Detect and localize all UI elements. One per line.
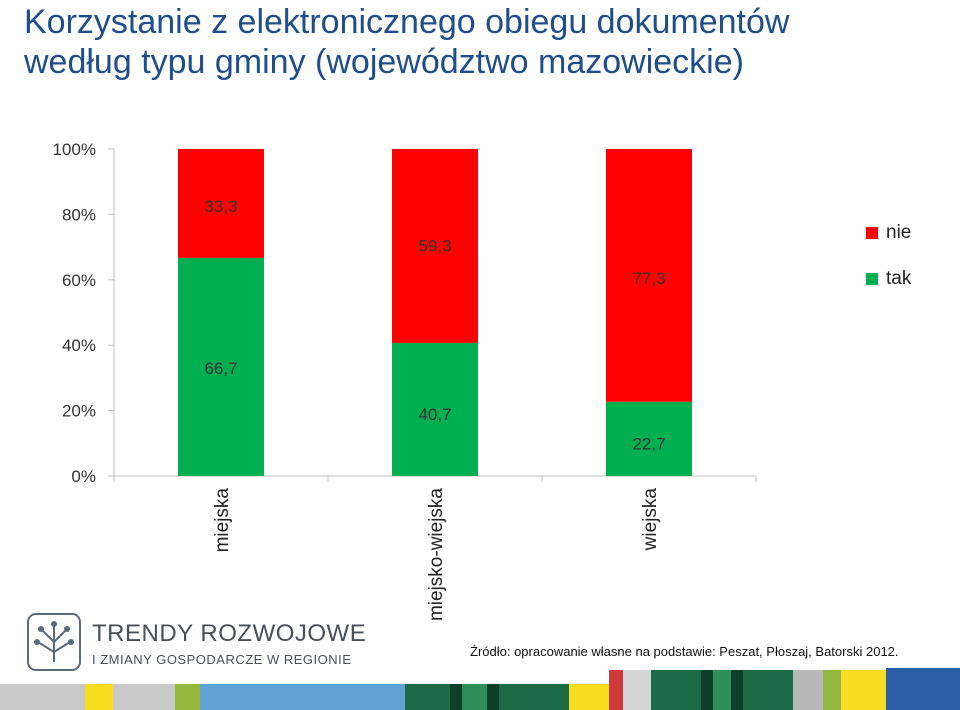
data-label-tak: 22,7 (632, 434, 665, 453)
x-category-label: wiejska (640, 488, 661, 552)
legend-swatch-nie (866, 227, 878, 239)
bar-nie-miejsko-wiejska (392, 149, 478, 343)
source-note: Źródło: opracowanie własne na podstawie:… (470, 644, 899, 659)
logo: TRENDY ROZWOJOWE I ZMIANY GOSPODARCZE W … (26, 612, 366, 674)
legend-label-tak: tak (886, 268, 912, 289)
logo-text-line-1: TRENDY ROZWOJOWE (92, 620, 367, 647)
data-label-nie: 33,3 (204, 197, 237, 216)
footer-color-bar (0, 668, 960, 710)
x-category-label: miejsko-wiejska (426, 488, 447, 621)
y-tick-label: 40% (62, 336, 96, 355)
data-label-nie: 77,3 (632, 269, 665, 288)
legend: nie tak (866, 210, 911, 302)
bar-tak-miejska (178, 257, 264, 476)
bar-nie-wiejska (606, 149, 692, 402)
page-title: Korzystanie z elektronicznego obiegu dok… (24, 2, 789, 82)
y-tick-label: 100% (53, 140, 96, 159)
bar-tak-miejsko-wiejska (392, 342, 478, 476)
y-tick-label: 20% (62, 402, 96, 421)
logo-text-line-2: I ZMIANY GOSPODARCZE W REGIONIE (92, 652, 352, 667)
data-label-nie: 59,3 (418, 236, 451, 255)
y-tick-label: 60% (62, 271, 96, 290)
legend-label-nie: nie (886, 222, 912, 243)
data-label-tak: 40,7 (418, 405, 451, 424)
circuit-hand-icon (27, 613, 81, 671)
stacked-bar-chart: 0% 20% 40% 60% 80% 100% 66,7 40,7 22,7 33,3 59,3 77… (53, 140, 757, 621)
y-tick-label: 0% (71, 467, 96, 486)
bar-tak-wiejska (606, 401, 692, 476)
legend-swatch-tak (866, 273, 878, 285)
legend-item-nie: nie (866, 210, 911, 256)
y-tick-label: 80% (62, 205, 96, 224)
bar-nie-miejska (178, 149, 264, 258)
title-line-2: według typu gminy (województwo mazowieck… (24, 43, 744, 81)
x-category-label: miejska (212, 488, 233, 553)
data-label-tak: 66,7 (204, 359, 237, 378)
title-line-1: Korzystanie z elektronicznego obiegu dok… (24, 3, 790, 41)
legend-item-tak: tak (866, 256, 911, 302)
